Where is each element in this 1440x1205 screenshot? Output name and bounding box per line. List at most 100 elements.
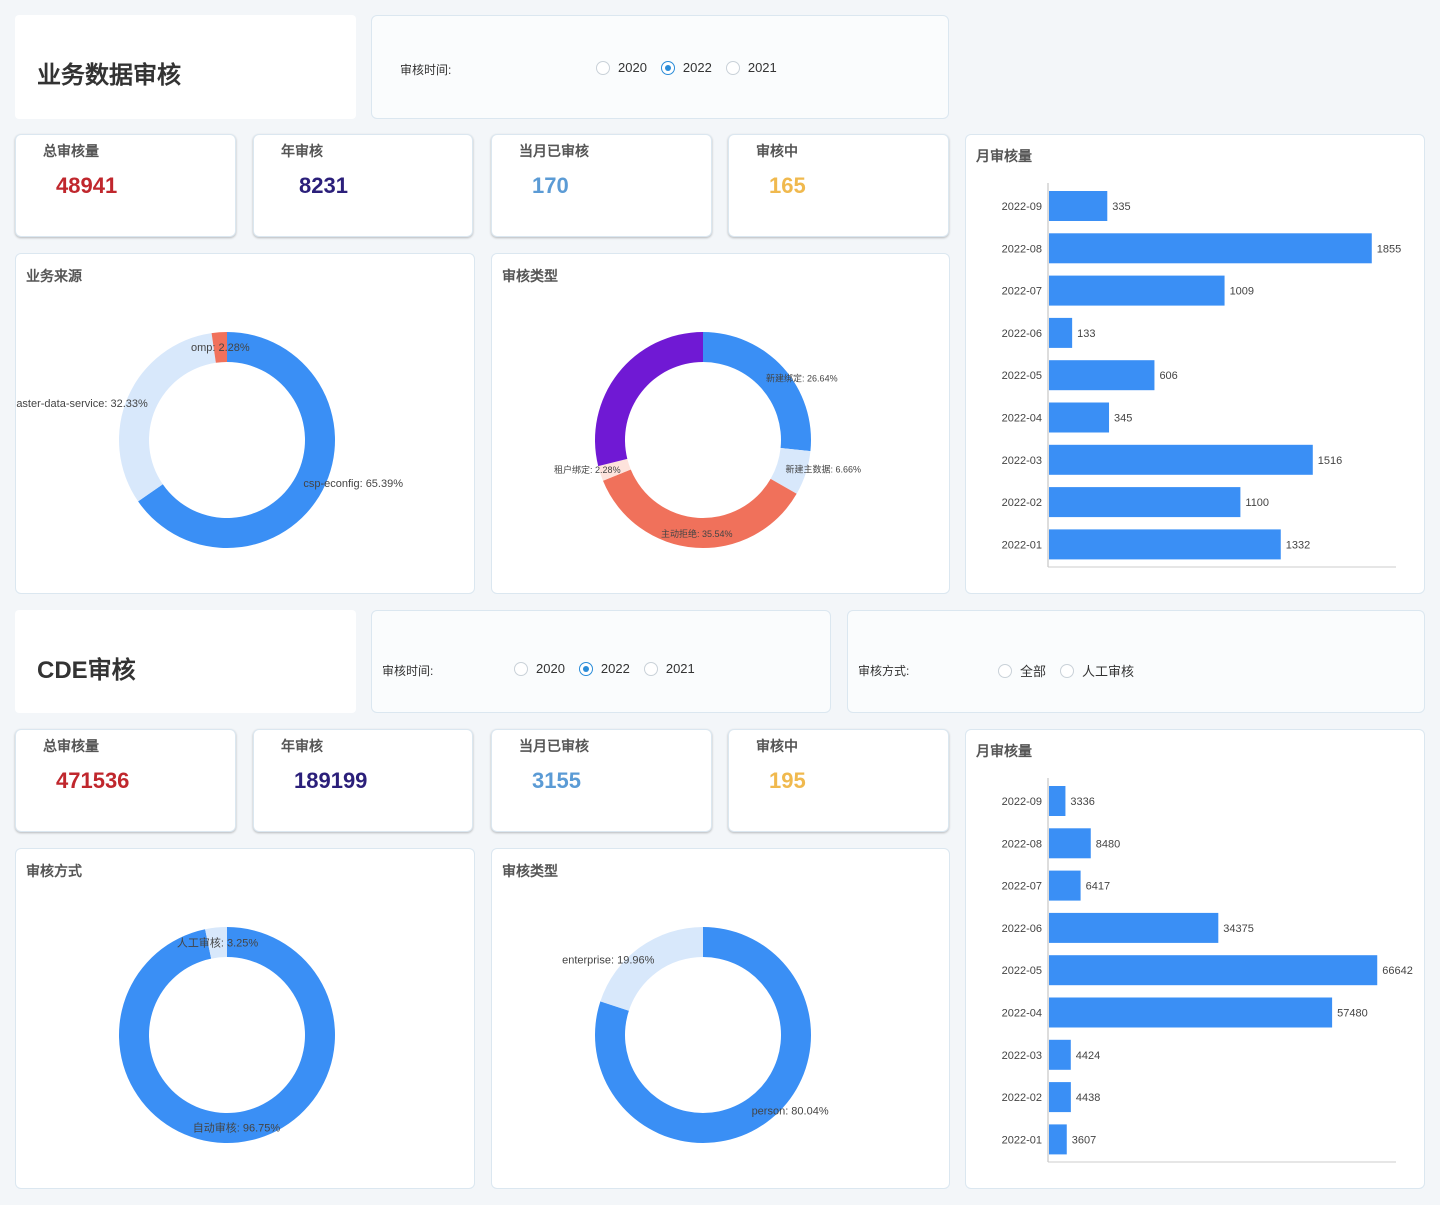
section2-mode-filter: 审核方式: 全部 人工审核 — [847, 610, 1425, 713]
radio-indicator[interactable] — [1060, 663, 1075, 678]
value-label: 3607 — [1072, 1134, 1096, 1146]
category-label: 2022-09 — [1002, 796, 1042, 808]
bar[interactable] — [1049, 529, 1281, 560]
section1-title-block: 业务数据审核 — [15, 15, 356, 119]
slice-label: 新建绑定: 26.64% — [766, 373, 838, 384]
radio-indicator[interactable] — [643, 661, 658, 676]
bar[interactable] — [1049, 444, 1313, 475]
radio-indicator[interactable] — [578, 661, 593, 676]
donut-slice[interactable] — [211, 332, 227, 363]
category-label: 2022-08 — [1002, 243, 1042, 255]
donut-slice[interactable] — [205, 927, 227, 959]
category-label: 2022-05 — [1002, 370, 1042, 382]
value-label: 8480 — [1096, 838, 1120, 850]
bar[interactable] — [1049, 275, 1225, 306]
bar[interactable] — [1049, 1082, 1071, 1113]
radio-indicator[interactable] — [660, 60, 675, 75]
donut-slice[interactable] — [770, 448, 811, 494]
bar[interactable] — [1049, 191, 1108, 221]
section2-radio-manual[interactable]: 人工审核 — [1060, 661, 1134, 680]
radio-label: 2022 — [600, 661, 630, 676]
donut-slice[interactable] — [598, 458, 631, 481]
category-label: 2022-06 — [1002, 328, 1042, 340]
section2-mode-donut: 自动审核: 96.75% 人工审核: 3.25% — [118, 927, 335, 1143]
section2-radio-2022[interactable]: 2022 — [578, 661, 630, 676]
donut-slice[interactable] — [118, 333, 216, 502]
section1-radio-2020[interactable]: 2020 — [596, 60, 647, 75]
section1-type-donut: 新建绑定: 26.64% 新建主数据: 6.66% 主动拒绝: 35.54% 租户绑定… — [554, 332, 861, 549]
slice-label: csp-econfig: 65.39% — [303, 478, 403, 490]
value-label: 34375 — [1223, 923, 1254, 935]
bar[interactable] — [1049, 786, 1066, 816]
bar[interactable] — [1049, 1039, 1071, 1070]
section2-radio-2021[interactable]: 2021 — [643, 661, 695, 676]
section2-mode-radio-group: 全部 人工审核 — [998, 661, 1148, 680]
section2-stat-year: 年审核 189199 — [253, 729, 473, 832]
section2-time-filter: 审核时间: 2020 2022 2021 — [371, 610, 831, 713]
radio-label: 2020 — [618, 60, 647, 75]
donut-slice[interactable] — [602, 469, 797, 549]
category-label: 2022-05 — [1002, 965, 1042, 977]
bar[interactable] — [1049, 360, 1155, 391]
section1-time-filter-label: 审核时间: — [400, 63, 452, 77]
stat-label: 总审核量 — [43, 738, 99, 754]
value-label: 1516 — [1318, 455, 1342, 467]
category-label: 2022-01 — [1002, 539, 1042, 551]
donut-slice[interactable] — [595, 332, 703, 467]
section1-radio-2021[interactable]: 2021 — [725, 60, 777, 75]
section2-type-title: 审核类型 — [502, 863, 558, 879]
bar[interactable] — [1049, 233, 1372, 264]
slice-label: master-data-service: 32.33% — [16, 398, 148, 410]
donut-slice[interactable] — [600, 927, 703, 1011]
section1-time-filter: 审核时间: 2020 2022 2021 — [371, 15, 949, 119]
value-label: 3336 — [1070, 796, 1094, 808]
section2-mode-title: 审核方式 — [26, 863, 82, 879]
stat-label: 当月已审核 — [519, 143, 589, 159]
section2-stat-pending: 审核中 195 — [728, 729, 949, 832]
value-label: 4438 — [1076, 1092, 1100, 1104]
category-label: 2022-04 — [1002, 413, 1042, 425]
category-label: 2022-02 — [1002, 1092, 1042, 1104]
bar[interactable] — [1049, 828, 1091, 859]
section2-page-title: CDE审核 — [37, 657, 136, 684]
radio-indicator[interactable] — [596, 60, 610, 75]
radio-indicator[interactable] — [998, 663, 1012, 678]
category-label: 2022-06 — [1002, 923, 1042, 935]
value-label: 133 — [1077, 328, 1095, 340]
bar[interactable] — [1049, 317, 1073, 348]
bar[interactable] — [1049, 955, 1378, 986]
category-label: 2022-02 — [1002, 497, 1042, 509]
slice-label: enterprise: 19.96% — [562, 955, 655, 967]
bar[interactable] — [1049, 912, 1219, 943]
donut-slice[interactable] — [138, 332, 335, 548]
category-label: 2022-07 — [1002, 881, 1042, 893]
value-label: 1332 — [1286, 539, 1310, 551]
section1-stat-pending: 审核中 165 — [728, 134, 949, 237]
section2-monthly-bar-chart: 2022-09 3336 2022-08 8480 2022-07 6417 2022-06… — [1002, 778, 1413, 1163]
radio-label: 2021 — [747, 60, 777, 75]
bar[interactable] — [1049, 487, 1241, 518]
donut-slice[interactable] — [118, 927, 335, 1143]
category-label: 2022-07 — [1002, 286, 1042, 298]
bar[interactable] — [1049, 997, 1333, 1028]
radio-indicator[interactable] — [514, 661, 528, 676]
section1-monthly-title: 月审核量 — [976, 148, 1032, 164]
bar[interactable] — [1049, 1124, 1067, 1155]
section2-monthly-card: 月审核量 2022-09 3336 2022-08 8480 2022-07 6417 20… — [965, 729, 1425, 1189]
section2-type-donut: person: 80.04% enterprise: 19.96% — [562, 927, 829, 1143]
radio-label: 2022 — [682, 60, 712, 75]
section2-radio-2020[interactable]: 2020 — [514, 661, 565, 676]
value-label: 606 — [1159, 370, 1177, 382]
section2-stat-total: 总审核量 471536 — [15, 729, 236, 832]
section2-radio-all[interactable]: 全部 — [998, 661, 1046, 680]
bar[interactable] — [1049, 870, 1081, 901]
radio-label: 2020 — [536, 661, 565, 676]
donut-slice[interactable] — [703, 332, 811, 452]
radio-indicator[interactable] — [725, 60, 740, 75]
bar[interactable] — [1049, 402, 1110, 433]
stat-label: 总审核量 — [43, 143, 99, 159]
section1-type-title: 审核类型 — [502, 268, 558, 284]
value-label: 1009 — [1230, 286, 1254, 298]
section2-stat-month: 当月已审核 3155 — [491, 729, 712, 832]
section1-radio-2022[interactable]: 2022 — [660, 60, 712, 75]
